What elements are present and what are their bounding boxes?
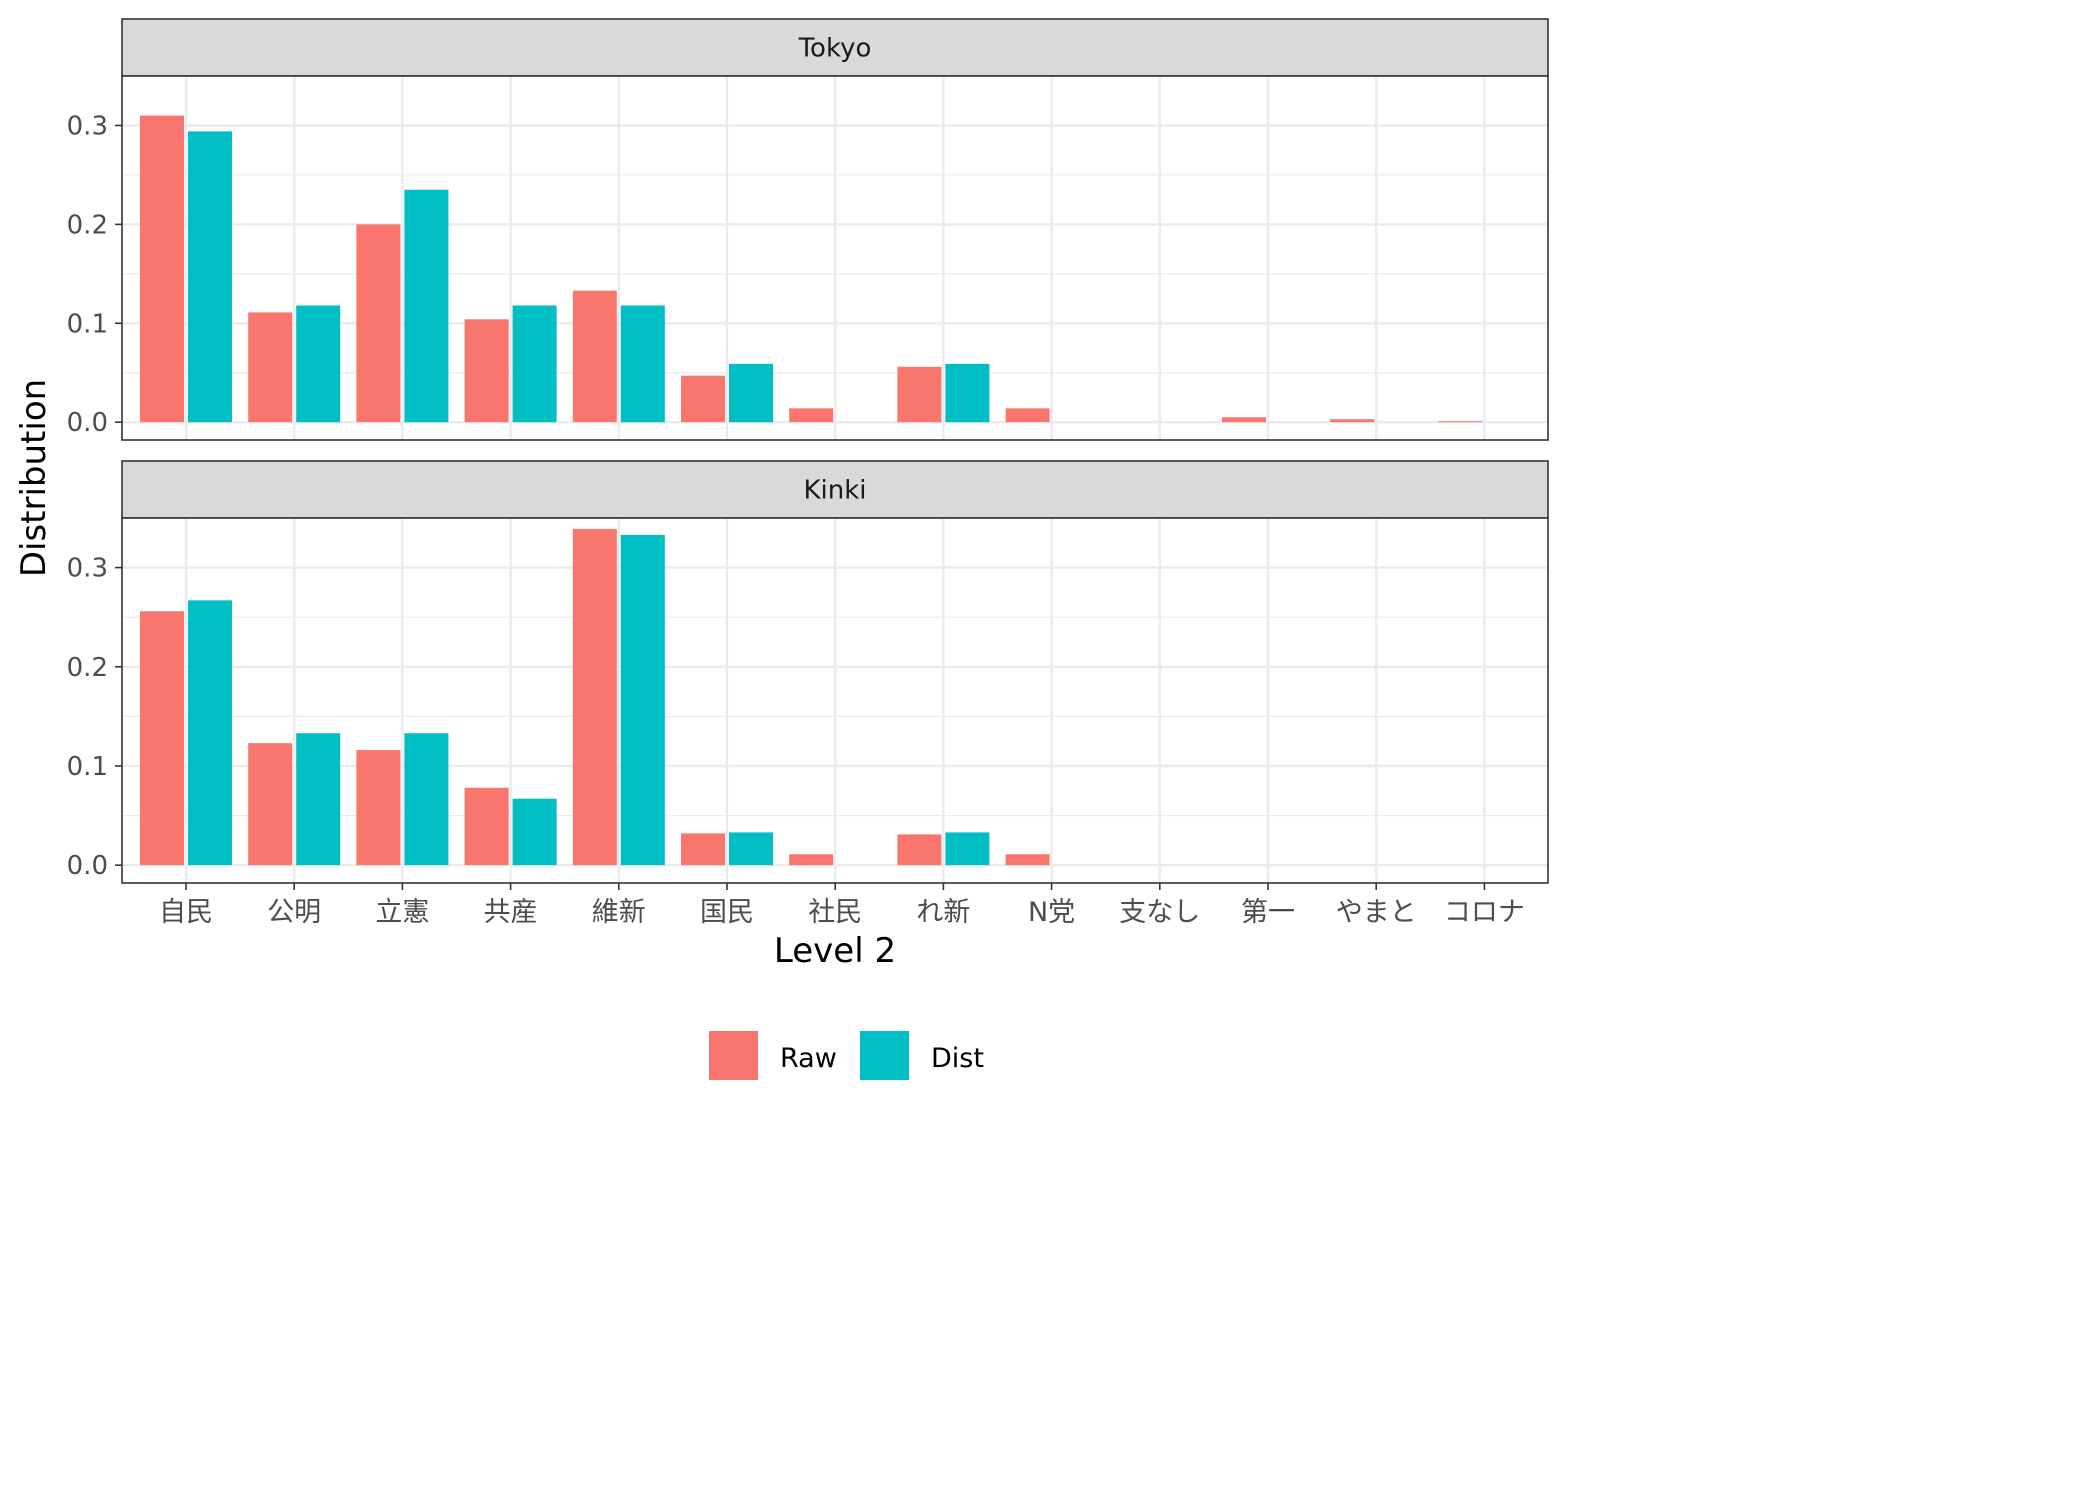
bar-dist-0: [188, 600, 232, 866]
bar-raw-4: [572, 528, 617, 866]
facet-strip: [121, 18, 1549, 77]
facet-strip-label: Kinki: [803, 476, 866, 506]
panels-layer: Tokyo 0.0 0.1 0.2 0.3 Kinki 0.0 0.1 0.2 0.3: [67, 18, 1549, 884]
x-tick-label: 国民: [700, 897, 754, 928]
legend-item-raw: Raw: [709, 1031, 837, 1080]
panel-tokyo: Tokyo 0.0 0.1 0.2 0.3: [67, 18, 1549, 441]
bar-dist-4: [620, 305, 665, 423]
faceted-bar-chart: Tokyo 0.0 0.1 0.2 0.3 Kinki 0.0 0.1 0.2 0.3 自民 公明 立…: [14, 18, 1549, 1080]
bar-dist-7: [945, 363, 990, 423]
bar-raw-3: [464, 787, 509, 866]
bar-raw-0: [140, 115, 184, 423]
panel-kinki: Kinki 0.0 0.1 0.2 0.3: [67, 460, 1549, 884]
bar-raw-3: [464, 319, 509, 423]
bar-raw-10: [1222, 417, 1266, 423]
legend: Raw Dist: [709, 1031, 984, 1080]
y-axis: 0.0 0.1 0.2 0.3: [67, 554, 122, 881]
y-tick-label: 0.3: [67, 554, 108, 584]
x-axis: 自民 公明 立憲 共産 維新 国民 社民 れ新 N党 支なし 第一 やまと コロナ: [159, 883, 1525, 928]
x-tick-label: 第一: [1241, 897, 1295, 928]
bar-raw-6: [789, 854, 834, 866]
bar-dist-3: [512, 798, 557, 866]
x-tick-label: 公明: [267, 897, 321, 928]
bar-dist-2: [404, 733, 449, 866]
bar-dist-5: [729, 832, 773, 866]
x-axis-title: Level 2: [774, 931, 896, 971]
y-tick-label: 0.3: [67, 111, 108, 141]
bar-dist-4: [620, 534, 665, 866]
x-tick-label: コロナ: [1444, 897, 1525, 928]
bars: [140, 528, 1050, 866]
x-tick-label: れ新: [916, 897, 970, 928]
bar-raw-8: [1005, 854, 1050, 866]
panel-border: [121, 75, 1549, 441]
x-tick-label: 自民: [159, 897, 213, 928]
x-tick-label: 社民: [808, 897, 862, 928]
bar-raw-1: [248, 743, 293, 866]
bar-raw-5: [681, 833, 725, 866]
bar-raw-7: [897, 366, 942, 423]
y-tick-label: 0.0: [67, 851, 108, 881]
bar-raw-11: [1330, 419, 1375, 423]
x-tick-label: 共産: [484, 897, 538, 928]
bar-raw-2: [356, 224, 401, 423]
bar-dist-0: [188, 131, 232, 423]
y-tick-label: 0.2: [67, 210, 108, 240]
y-axis: 0.0 0.1 0.2 0.3: [67, 111, 122, 438]
bar-raw-12: [1438, 421, 1483, 423]
bar-raw-1: [248, 312, 293, 423]
bar-dist-2: [404, 189, 449, 423]
facet-strip-label: Tokyo: [798, 34, 872, 64]
bar-raw-4: [572, 290, 617, 423]
x-tick-label: 維新: [592, 897, 646, 928]
legend-item-dist: Dist: [860, 1031, 984, 1080]
bar-raw-6: [789, 408, 834, 423]
bar-dist-1: [296, 733, 341, 866]
y-tick-label: 0.0: [67, 408, 108, 438]
y-tick-label: 0.1: [67, 309, 108, 339]
legend-key: [860, 1031, 909, 1080]
x-tick-label: 支なし: [1119, 897, 1200, 928]
bar-dist-7: [945, 832, 990, 866]
legend-label: Dist: [931, 1043, 984, 1074]
bar-raw-0: [140, 611, 184, 866]
y-tick-label: 0.2: [67, 653, 108, 683]
bar-raw-2: [356, 750, 401, 866]
x-tick-label: 立憲: [375, 897, 429, 928]
bar-raw-7: [897, 834, 942, 866]
bar-raw-5: [681, 375, 725, 423]
y-axis-title: Distribution: [14, 379, 54, 577]
y-tick-label: 0.1: [67, 752, 108, 782]
bar-dist-5: [729, 363, 773, 423]
legend-label: Raw: [780, 1043, 837, 1074]
x-tick-label: N党: [1028, 897, 1075, 928]
bars: [140, 115, 1483, 423]
x-tick-label: やまと: [1336, 897, 1417, 928]
bar-dist-3: [512, 305, 557, 423]
bar-dist-1: [296, 305, 341, 423]
bar-raw-8: [1005, 408, 1050, 423]
facet-strip: [121, 460, 1549, 519]
legend-key: [709, 1031, 758, 1080]
